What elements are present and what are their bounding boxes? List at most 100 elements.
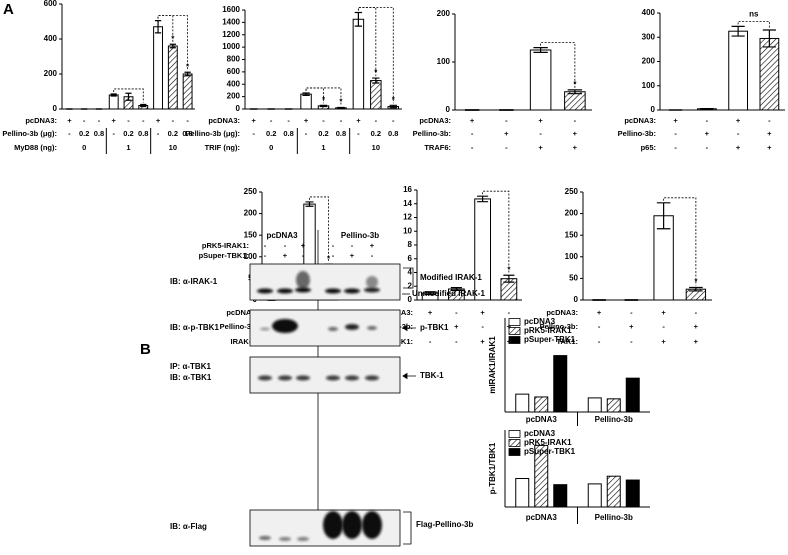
y-tick-label: 100 bbox=[565, 252, 579, 261]
y-tick-label: 6 bbox=[408, 254, 413, 263]
condition-value: + bbox=[629, 322, 634, 331]
blot-right-label: TBK-1 bbox=[420, 371, 444, 380]
bracket bbox=[403, 511, 412, 545]
y-tick-label: 300 bbox=[642, 32, 656, 41]
error-bar bbox=[762, 29, 776, 48]
blot-band bbox=[296, 375, 310, 381]
significance-bracket bbox=[305, 87, 342, 106]
error-bar bbox=[477, 195, 489, 203]
condition-value: + bbox=[252, 116, 257, 125]
error-bar bbox=[319, 104, 328, 108]
condition-value: - bbox=[287, 116, 290, 125]
bar bbox=[370, 80, 382, 110]
condition-value: - bbox=[112, 129, 115, 138]
y-tick-label: 600 bbox=[44, 0, 58, 8]
bar bbox=[625, 479, 640, 508]
condition-value: - bbox=[598, 337, 601, 346]
y-tick-label: 8 bbox=[408, 240, 413, 249]
panel-label: A bbox=[3, 1, 14, 18]
bar bbox=[108, 94, 119, 110]
group-label: 0 bbox=[269, 143, 273, 152]
blot-band bbox=[258, 375, 272, 381]
legend-label: pcDNA3 bbox=[524, 317, 556, 326]
condition-value: - bbox=[539, 129, 542, 138]
y-axis-label: p-TBK1/TBK1 bbox=[488, 442, 497, 494]
condition-value: 0.2 bbox=[371, 129, 381, 138]
condition-value: - bbox=[706, 116, 709, 125]
group-label: 1 bbox=[321, 143, 325, 152]
condition-value: + bbox=[736, 143, 741, 152]
x-tick-label: Pellino-3b bbox=[595, 513, 633, 522]
blot-band bbox=[278, 375, 292, 381]
y-tick-label: 2 bbox=[408, 281, 413, 290]
bar bbox=[182, 73, 193, 110]
significance-bracket bbox=[157, 15, 189, 71]
significance-bracket bbox=[737, 20, 770, 28]
panel-label: B bbox=[140, 341, 151, 358]
condition-label: pcDNA3: bbox=[546, 308, 578, 317]
condition-value: 0.8 bbox=[138, 129, 148, 138]
condition-label: Pellino-3b (μg): bbox=[185, 129, 240, 138]
condition-value: - bbox=[340, 116, 343, 125]
blot-row-label: IB: α-IRAK-1 bbox=[170, 277, 218, 286]
condition-value: + bbox=[538, 116, 543, 125]
condition-value: - bbox=[471, 143, 474, 152]
x-tick-label: Pellino-3b bbox=[595, 415, 633, 424]
bar bbox=[587, 397, 602, 413]
condition-label: pcDNA3: bbox=[25, 116, 57, 125]
blot-column-header: pcDNA3 bbox=[266, 231, 298, 240]
condition-value: + bbox=[480, 308, 485, 317]
condition-value: - bbox=[322, 116, 325, 125]
condition-value: - bbox=[630, 337, 633, 346]
y-tick-label: 50 bbox=[569, 274, 578, 283]
condition-value: - bbox=[357, 129, 360, 138]
y-tick-label: 0 bbox=[408, 295, 413, 304]
bar bbox=[606, 398, 621, 413]
bar bbox=[564, 91, 586, 111]
blot-band bbox=[344, 288, 360, 294]
condition-label: pcDNA3: bbox=[624, 116, 656, 125]
condition-label: TAK1: bbox=[556, 337, 578, 346]
blot-condition-value: - bbox=[332, 251, 335, 260]
error-bar bbox=[154, 20, 162, 34]
y-tick-label: 400 bbox=[642, 8, 656, 17]
bar bbox=[515, 478, 530, 508]
y-tick-label: 250 bbox=[244, 187, 258, 196]
blot-row-label: IP: α-TBK1 bbox=[170, 362, 211, 371]
condition-value: - bbox=[505, 116, 508, 125]
legend-swatch bbox=[508, 336, 521, 344]
condition-label: Pellino-3b: bbox=[540, 322, 578, 331]
blot-condition-value: + bbox=[350, 251, 355, 260]
group-label: 10 bbox=[372, 143, 380, 152]
y-tick-label: 0 bbox=[651, 105, 656, 114]
condition-value: + bbox=[694, 337, 699, 346]
blot-condition-value: - bbox=[332, 241, 335, 250]
bar bbox=[759, 37, 780, 111]
condition-value: 0.2 bbox=[266, 129, 276, 138]
arrow bbox=[402, 372, 416, 380]
y-tick-label: 200 bbox=[642, 57, 656, 66]
annotation: * bbox=[507, 265, 511, 274]
error-bar bbox=[337, 106, 345, 109]
blot-condition-value: - bbox=[302, 251, 305, 260]
condition-value: + bbox=[597, 308, 602, 317]
bar bbox=[587, 483, 602, 508]
condition-label: TRAF6: bbox=[424, 143, 451, 152]
blot-band bbox=[296, 271, 310, 289]
condition-value: 0.2 bbox=[123, 129, 133, 138]
blot-band bbox=[325, 288, 341, 294]
condition-label: pcDNA3: bbox=[208, 116, 240, 125]
error-bar bbox=[305, 201, 314, 207]
bar bbox=[534, 444, 549, 508]
annotation: ns bbox=[749, 9, 759, 18]
y-tick-label: 200 bbox=[44, 69, 58, 78]
y-tick-label: 10 bbox=[403, 226, 412, 235]
condition-value: - bbox=[505, 143, 508, 152]
condition-value: - bbox=[305, 129, 308, 138]
condition-value: - bbox=[674, 143, 677, 152]
legend-label: pSuper-TBK1 bbox=[524, 447, 576, 456]
blot-condition-value: - bbox=[264, 241, 267, 250]
condition-value: - bbox=[674, 129, 677, 138]
condition-value: + bbox=[673, 116, 678, 125]
annotation: * bbox=[339, 98, 343, 107]
